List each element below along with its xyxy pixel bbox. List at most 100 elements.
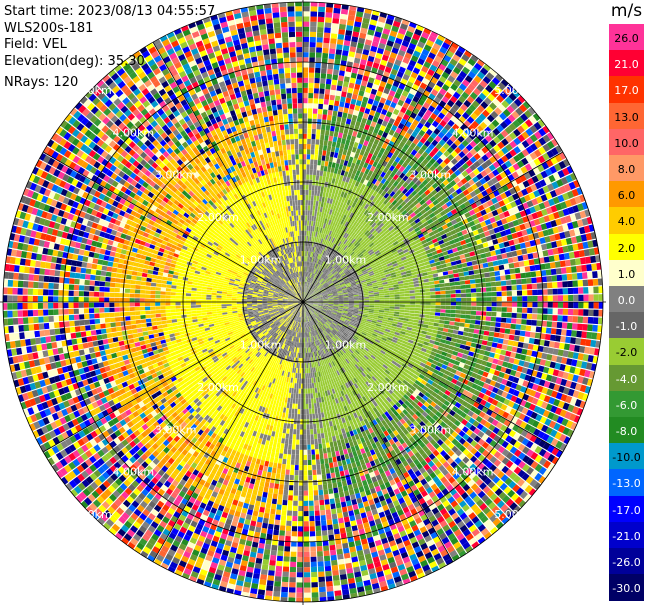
radar-gate: [410, 55, 419, 63]
radar-gate: [346, 272, 352, 277]
radar-gate: [316, 232, 320, 238]
radar-gate: [307, 277, 309, 283]
radar-gate: [485, 321, 491, 326]
radar-gate: [316, 275, 320, 281]
radar-gate: [382, 234, 388, 240]
radar-gate: [419, 236, 426, 242]
radar-gate: [317, 185, 321, 192]
radar-gate: [413, 319, 419, 323]
radar-gate: [307, 123, 312, 129]
radar-gate: [516, 160, 525, 168]
radar-gate: [402, 102, 410, 109]
radar-gate: [351, 67, 359, 74]
radar-gate: [319, 144, 324, 151]
radar-gate: [392, 193, 399, 200]
radar-gate: [477, 334, 484, 340]
radar-gate: [307, 241, 310, 247]
radar-gate: [450, 208, 458, 215]
radar-gate: [449, 321, 455, 326]
radar-gate: [434, 287, 441, 292]
radar-gate: [386, 188, 393, 195]
radar-gate: [336, 246, 341, 252]
radar-gate: [425, 302, 431, 305]
radar-gate: [558, 160, 567, 170]
radar-gate: [325, 192, 329, 198]
radar-gate: [413, 280, 419, 284]
radar-gate: [431, 215, 438, 222]
radar-gate: [343, 226, 348, 233]
radar-gate: [542, 346, 549, 354]
radar-gate: [318, 286, 324, 290]
radar-gate: [447, 154, 455, 161]
radar-gate: [346, 234, 351, 240]
radar-gate: [340, 263, 345, 268]
radar-gate: [326, 271, 331, 276]
radar-gate: [418, 215, 425, 221]
radar-gate: [455, 297, 462, 302]
radar-gate: [493, 265, 500, 271]
radar-gate: [380, 202, 386, 209]
radar-gate: [304, 286, 305, 292]
radar-gate: [311, 262, 314, 268]
radar-gate: [361, 267, 367, 272]
radar-gate: [432, 273, 439, 278]
radar-gate: [411, 190, 418, 197]
radar-gate: [316, 247, 319, 253]
radar-gate: [445, 50, 454, 58]
radar-gate: [303, 205, 306, 211]
radar-gate: [400, 118, 407, 125]
radar-gate: [446, 99, 455, 108]
radar-gate: [305, 261, 308, 267]
radar-gate: [343, 277, 349, 281]
radar-gate: [319, 265, 323, 271]
radar-gate: [336, 217, 340, 223]
radar-gate: [355, 216, 361, 222]
radar-gate: [314, 77, 320, 84]
radar-gate: [442, 115, 450, 124]
radar-gate: [368, 176, 374, 183]
radar-gate: [305, 287, 308, 293]
radar-gate: [316, 211, 320, 217]
radar-gate: [400, 23, 408, 31]
radar-gate: [439, 283, 445, 288]
radar-gate: [355, 137, 361, 144]
radar-gate: [336, 39, 344, 45]
radar-gate: [458, 348, 465, 354]
radar-gate: [311, 195, 314, 201]
radar-gate: [450, 294, 456, 298]
radar-gate: [307, 205, 311, 211]
radar-gate: [388, 56, 396, 64]
radar-gate: [312, 252, 315, 258]
radar-gate: [469, 251, 476, 257]
radar-gate: [395, 235, 402, 241]
radar-gate: [517, 255, 524, 262]
radar-gate: [508, 334, 515, 341]
radar-gate: [308, 261, 311, 267]
radar-gate: [307, 277, 310, 283]
radar-gate: [329, 43, 336, 50]
radar-gate: [455, 289, 461, 294]
radar-gate: [473, 269, 480, 275]
radar-gate: [360, 240, 366, 246]
radar-gate: [499, 328, 506, 334]
radar-gate: [412, 224, 419, 230]
radar-gate: [452, 329, 459, 335]
radar-gate: [319, 88, 325, 94]
radar-gate: [360, 257, 366, 262]
radar-gate: [435, 179, 443, 186]
radar-gate: [434, 232, 441, 238]
radar-gate: [341, 250, 346, 256]
radar-gate: [506, 252, 513, 258]
radar-gate: [310, 200, 314, 206]
radar-gate: [593, 286, 599, 294]
radar-gate: [460, 123, 468, 132]
radar-gate: [415, 45, 423, 53]
radar-gate: [435, 213, 442, 219]
radar-gate: [339, 271, 345, 275]
radar-gate: [311, 267, 314, 273]
radar-gate: [311, 215, 314, 222]
radar-gate: [436, 124, 444, 132]
radar-gate: [408, 167, 416, 174]
radar-gate: [429, 318, 435, 323]
radar-gate: [441, 71, 450, 80]
